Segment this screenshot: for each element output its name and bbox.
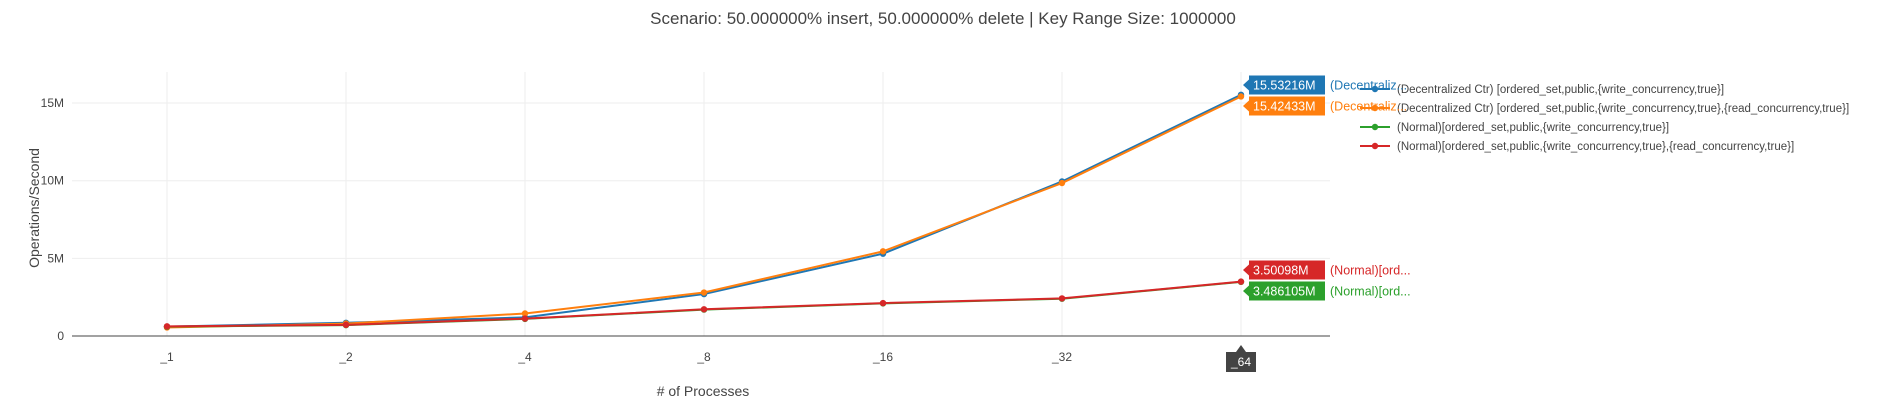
hover-series-name: (Decentraliz... [1330, 100, 1407, 114]
y-tick-label: 5M [47, 251, 64, 265]
data-point [342, 321, 350, 329]
data-point [700, 289, 708, 296]
legend-marker [1371, 142, 1379, 150]
x-tick-label: _16 [872, 350, 893, 364]
x-axis-label: # of Processes [657, 383, 750, 399]
hover-value: 3.50098M [1253, 264, 1309, 278]
x-tick-label: _2 [338, 350, 353, 364]
hover-value: 15.42433M [1253, 100, 1316, 114]
hover-value: 15.53216M [1253, 79, 1316, 93]
legend-marker [1371, 123, 1379, 131]
hover-series-name: (Normal)[ord... [1330, 285, 1411, 299]
hover-series-name: (Normal)[ord... [1330, 264, 1411, 278]
data-point [1058, 295, 1066, 302]
hover-labels: 15.53216M (Decentraliz... 15.42433M (Decent… [1243, 75, 1411, 301]
legend-marker [1371, 85, 1379, 93]
hover-series-name: (Decentraliz... [1330, 79, 1407, 93]
hover-label-box [1243, 281, 1325, 301]
x-tick-label: _64 [1230, 355, 1251, 369]
x-tick-label: _8 [696, 350, 711, 364]
data-point [521, 315, 529, 322]
data-point [700, 306, 708, 313]
hover-value: 3.486105M [1253, 285, 1316, 299]
hover-label-box [1243, 260, 1325, 280]
y-axis: 0 5M 10M 15M [41, 96, 65, 343]
data-point [1237, 93, 1245, 100]
legend: (Decentralized Ctr) [ordered_set,public,… [1360, 84, 1849, 153]
legend-entry: (Normal)[ordered_set,public,{write_concu… [1397, 122, 1669, 134]
grid [72, 72, 1330, 336]
data-point [521, 310, 529, 317]
data-point [879, 299, 887, 307]
y-axis-label: Operations/Second [26, 148, 42, 268]
legend-marker [1371, 104, 1379, 112]
y-tick-label: 0 [57, 329, 64, 343]
data-point [1058, 179, 1066, 187]
x-tick-label: _1 [159, 350, 174, 364]
series-group [163, 91, 1245, 331]
data-point [879, 248, 887, 255]
x-tick-hover-box [1226, 345, 1256, 372]
y-tick-label: 10M [41, 174, 64, 188]
data-point [1237, 278, 1245, 285]
x-tick-label: _32 [1051, 350, 1072, 364]
legend-entry: (Normal)[ordered_set,public,{write_concu… [1397, 141, 1794, 153]
hover-label-box [1243, 75, 1325, 95]
legend-entry: (Decentralized Ctr) [ordered_set,public,… [1397, 84, 1724, 96]
x-tick-label: _4 [517, 350, 532, 364]
x-axis: _1 _2 _4 _8 _16 _32 _64 [159, 345, 1256, 372]
y-tick-label: 15M [41, 96, 64, 110]
data-point [163, 323, 171, 330]
chart-title: Scenario: 50.000000% insert, 50.000000% … [650, 9, 1236, 28]
legend-entry: (Decentralized Ctr) [ordered_set,public,… [1397, 103, 1849, 115]
hover-label-box [1243, 96, 1325, 116]
